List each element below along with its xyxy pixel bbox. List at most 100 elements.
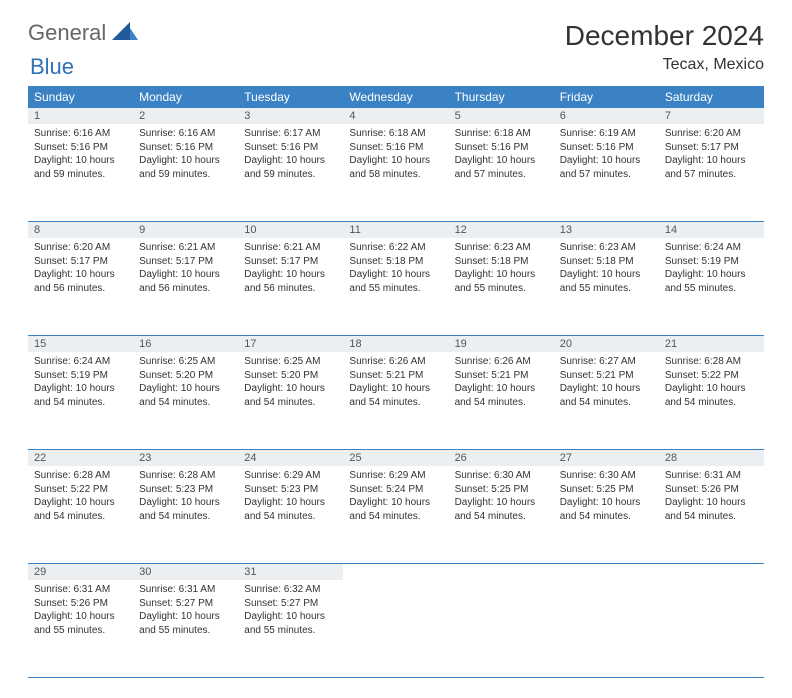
sunset-line: Sunset: 5:18 PM xyxy=(349,255,442,269)
daylight-line: Daylight: 10 hours and 55 minutes. xyxy=(665,268,758,295)
sunset-line: Sunset: 5:17 PM xyxy=(244,255,337,269)
day-number-cell: 17 xyxy=(238,336,343,353)
sunrise-line: Sunrise: 6:28 AM xyxy=(139,469,232,483)
day-number-cell: 12 xyxy=(449,222,554,239)
day-number-cell: 18 xyxy=(343,336,448,353)
day-content-cell: Sunrise: 6:17 AMSunset: 5:16 PMDaylight:… xyxy=(238,124,343,222)
day-number-cell xyxy=(554,564,659,581)
daylight-line: Daylight: 10 hours and 54 minutes. xyxy=(139,496,232,523)
sunrise-line: Sunrise: 6:24 AM xyxy=(34,355,127,369)
day-content-cell: Sunrise: 6:30 AMSunset: 5:25 PMDaylight:… xyxy=(449,466,554,564)
sunset-line: Sunset: 5:16 PM xyxy=(139,141,232,155)
sunset-line: Sunset: 5:23 PM xyxy=(244,483,337,497)
daylight-line: Daylight: 10 hours and 55 minutes. xyxy=(560,268,653,295)
daylight-line: Daylight: 10 hours and 54 minutes. xyxy=(34,496,127,523)
day-content-cell: Sunrise: 6:22 AMSunset: 5:18 PMDaylight:… xyxy=(343,238,448,336)
sunset-line: Sunset: 5:25 PM xyxy=(455,483,548,497)
sunrise-line: Sunrise: 6:25 AM xyxy=(139,355,232,369)
daylight-line: Daylight: 10 hours and 54 minutes. xyxy=(349,382,442,409)
sunset-line: Sunset: 5:16 PM xyxy=(349,141,442,155)
sunset-line: Sunset: 5:18 PM xyxy=(455,255,548,269)
month-title: December 2024 xyxy=(565,20,764,52)
day-number-row: 15161718192021 xyxy=(28,336,764,353)
daylight-line: Daylight: 10 hours and 54 minutes. xyxy=(455,382,548,409)
calendar-table: Sunday Monday Tuesday Wednesday Thursday… xyxy=(28,86,764,678)
sunrise-line: Sunrise: 6:16 AM xyxy=(139,127,232,141)
day-number-cell: 29 xyxy=(28,564,133,581)
daylight-line: Daylight: 10 hours and 56 minutes. xyxy=(139,268,232,295)
sunrise-line: Sunrise: 6:29 AM xyxy=(349,469,442,483)
sunset-line: Sunset: 5:22 PM xyxy=(34,483,127,497)
day-number-cell: 22 xyxy=(28,450,133,467)
day-number-cell: 26 xyxy=(449,450,554,467)
day-number-cell xyxy=(449,564,554,581)
sunrise-line: Sunrise: 6:31 AM xyxy=(665,469,758,483)
day-content-cell xyxy=(449,580,554,678)
weekday-header: Tuesday xyxy=(238,86,343,108)
daylight-line: Daylight: 10 hours and 59 minutes. xyxy=(34,154,127,181)
sunrise-line: Sunrise: 6:27 AM xyxy=(560,355,653,369)
daylight-line: Daylight: 10 hours and 57 minutes. xyxy=(455,154,548,181)
daylight-line: Daylight: 10 hours and 57 minutes. xyxy=(665,154,758,181)
weekday-header: Sunday xyxy=(28,86,133,108)
sunset-line: Sunset: 5:17 PM xyxy=(665,141,758,155)
day-number-cell: 13 xyxy=(554,222,659,239)
daylight-line: Daylight: 10 hours and 54 minutes. xyxy=(244,382,337,409)
day-content-cell: Sunrise: 6:31 AMSunset: 5:27 PMDaylight:… xyxy=(133,580,238,678)
sunrise-line: Sunrise: 6:18 AM xyxy=(455,127,548,141)
sunrise-line: Sunrise: 6:28 AM xyxy=(34,469,127,483)
sunset-line: Sunset: 5:19 PM xyxy=(34,369,127,383)
day-content-cell xyxy=(659,580,764,678)
day-content-cell: Sunrise: 6:23 AMSunset: 5:18 PMDaylight:… xyxy=(449,238,554,336)
sunrise-line: Sunrise: 6:24 AM xyxy=(665,241,758,255)
day-number-cell: 5 xyxy=(449,108,554,124)
weekday-header: Monday xyxy=(133,86,238,108)
daylight-line: Daylight: 10 hours and 54 minutes. xyxy=(560,382,653,409)
day-number-cell: 30 xyxy=(133,564,238,581)
day-content-row: Sunrise: 6:31 AMSunset: 5:26 PMDaylight:… xyxy=(28,580,764,678)
day-number-cell: 28 xyxy=(659,450,764,467)
day-content-cell: Sunrise: 6:31 AMSunset: 5:26 PMDaylight:… xyxy=(28,580,133,678)
logo: General xyxy=(28,20,138,46)
day-number-cell xyxy=(659,564,764,581)
day-number-cell: 25 xyxy=(343,450,448,467)
sunset-line: Sunset: 5:23 PM xyxy=(139,483,232,497)
daylight-line: Daylight: 10 hours and 54 minutes. xyxy=(560,496,653,523)
day-content-cell: Sunrise: 6:16 AMSunset: 5:16 PMDaylight:… xyxy=(133,124,238,222)
day-content-cell: Sunrise: 6:20 AMSunset: 5:17 PMDaylight:… xyxy=(659,124,764,222)
day-number-cell: 23 xyxy=(133,450,238,467)
daylight-line: Daylight: 10 hours and 56 minutes. xyxy=(244,268,337,295)
day-content-cell: Sunrise: 6:25 AMSunset: 5:20 PMDaylight:… xyxy=(133,352,238,450)
sunset-line: Sunset: 5:21 PM xyxy=(560,369,653,383)
day-content-cell: Sunrise: 6:31 AMSunset: 5:26 PMDaylight:… xyxy=(659,466,764,564)
sunset-line: Sunset: 5:16 PM xyxy=(244,141,337,155)
daylight-line: Daylight: 10 hours and 55 minutes. xyxy=(139,610,232,637)
day-content-cell: Sunrise: 6:24 AMSunset: 5:19 PMDaylight:… xyxy=(659,238,764,336)
sunrise-line: Sunrise: 6:18 AM xyxy=(349,127,442,141)
daylight-line: Daylight: 10 hours and 54 minutes. xyxy=(665,382,758,409)
day-number-cell: 8 xyxy=(28,222,133,239)
day-number-cell: 3 xyxy=(238,108,343,124)
day-content-cell: Sunrise: 6:28 AMSunset: 5:23 PMDaylight:… xyxy=(133,466,238,564)
sunrise-line: Sunrise: 6:28 AM xyxy=(665,355,758,369)
sunrise-line: Sunrise: 6:26 AM xyxy=(349,355,442,369)
sunset-line: Sunset: 5:17 PM xyxy=(139,255,232,269)
sunrise-line: Sunrise: 6:17 AM xyxy=(244,127,337,141)
day-content-cell: Sunrise: 6:20 AMSunset: 5:17 PMDaylight:… xyxy=(28,238,133,336)
day-number-cell: 6 xyxy=(554,108,659,124)
daylight-line: Daylight: 10 hours and 54 minutes. xyxy=(34,382,127,409)
sunset-line: Sunset: 5:16 PM xyxy=(34,141,127,155)
day-content-cell: Sunrise: 6:28 AMSunset: 5:22 PMDaylight:… xyxy=(28,466,133,564)
daylight-line: Daylight: 10 hours and 54 minutes. xyxy=(455,496,548,523)
daylight-line: Daylight: 10 hours and 54 minutes. xyxy=(665,496,758,523)
sunset-line: Sunset: 5:16 PM xyxy=(455,141,548,155)
day-number-cell: 11 xyxy=(343,222,448,239)
day-number-cell xyxy=(343,564,448,581)
day-content-cell: Sunrise: 6:32 AMSunset: 5:27 PMDaylight:… xyxy=(238,580,343,678)
daylight-line: Daylight: 10 hours and 54 minutes. xyxy=(349,496,442,523)
day-number-cell: 20 xyxy=(554,336,659,353)
sunset-line: Sunset: 5:16 PM xyxy=(560,141,653,155)
day-content-cell: Sunrise: 6:24 AMSunset: 5:19 PMDaylight:… xyxy=(28,352,133,450)
sunrise-line: Sunrise: 6:19 AM xyxy=(560,127,653,141)
sunset-line: Sunset: 5:18 PM xyxy=(560,255,653,269)
